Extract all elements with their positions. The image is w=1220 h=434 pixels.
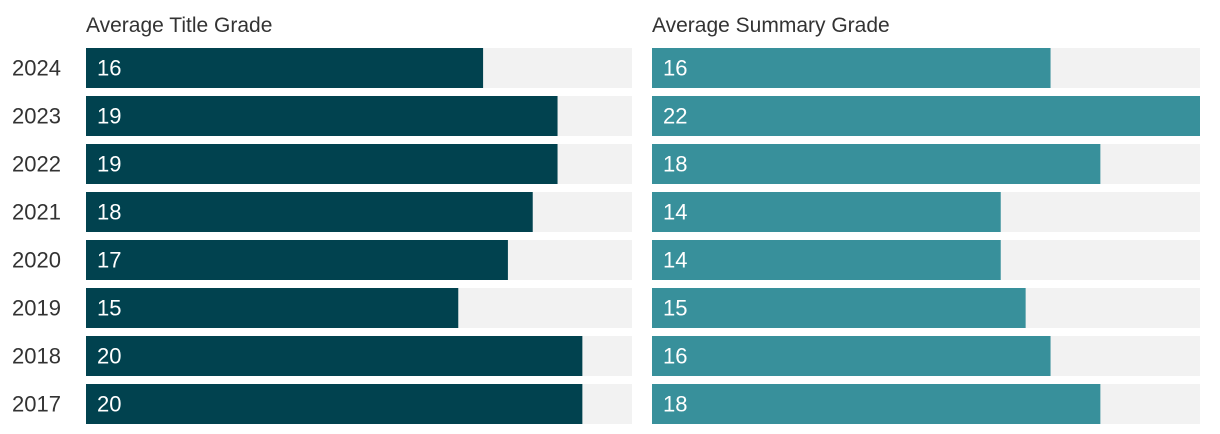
bar-2021 — [86, 192, 533, 232]
bar-2019 — [86, 288, 459, 328]
year-label-2021: 2021 — [12, 200, 61, 225]
panel-title-grade: Average Title Grade 16 19 19 18 17 15 20 20 — [86, 14, 632, 424]
bar-2024 — [652, 48, 1051, 88]
bar-2018 — [86, 336, 583, 376]
bar-2017 — [652, 384, 1101, 424]
bar-2019 — [652, 288, 1026, 328]
bar-2023 — [652, 96, 1200, 136]
bar-2018 — [652, 336, 1051, 376]
bar-value-label-2018: 20 — [97, 344, 121, 369]
year-label-2019: 2019 — [12, 296, 61, 321]
panel-summary-grade: Average Summary Grade 16 22 18 14 14 15 16 18 — [652, 14, 1200, 424]
bar-2017 — [86, 384, 583, 424]
year-label-2020: 2020 — [12, 248, 61, 273]
bar-value-label-2024: 16 — [97, 56, 121, 81]
bar-value-label-2018: 16 — [663, 344, 687, 369]
bar-value-label-2022: 19 — [97, 152, 121, 177]
year-label-2017: 2017 — [12, 392, 61, 417]
bar-value-label-2022: 18 — [663, 152, 687, 177]
panel-title: Average Summary Grade — [652, 14, 890, 37]
year-labels: 2024 2023 2022 2021 2020 2019 2018 2017 — [12, 56, 61, 417]
bar-value-label-2020: 14 — [663, 248, 687, 273]
bar-value-label-2019: 15 — [97, 296, 121, 321]
bar-value-label-2023: 19 — [97, 104, 121, 129]
bar-2021 — [652, 192, 1001, 232]
bar-2023 — [86, 96, 558, 136]
bar-value-label-2023: 22 — [663, 104, 687, 129]
panel-title: Average Title Grade — [86, 14, 272, 37]
bar-value-label-2017: 20 — [97, 392, 121, 417]
year-label-2022: 2022 — [12, 152, 61, 177]
bar-value-label-2019: 15 — [663, 296, 687, 321]
bar-value-label-2024: 16 — [663, 56, 687, 81]
bar-2022 — [652, 144, 1101, 184]
bar-2020 — [652, 240, 1001, 280]
bar-2022 — [86, 144, 558, 184]
bar-value-label-2017: 18 — [663, 392, 687, 417]
year-label-2024: 2024 — [12, 56, 61, 81]
year-label-2023: 2023 — [12, 104, 61, 129]
bar-2020 — [86, 240, 508, 280]
bar-2024 — [86, 48, 484, 88]
bar-value-label-2021: 14 — [663, 200, 687, 225]
bar-value-label-2020: 17 — [97, 248, 121, 273]
year-label-2018: 2018 — [12, 344, 61, 369]
bar-value-label-2021: 18 — [97, 200, 121, 225]
